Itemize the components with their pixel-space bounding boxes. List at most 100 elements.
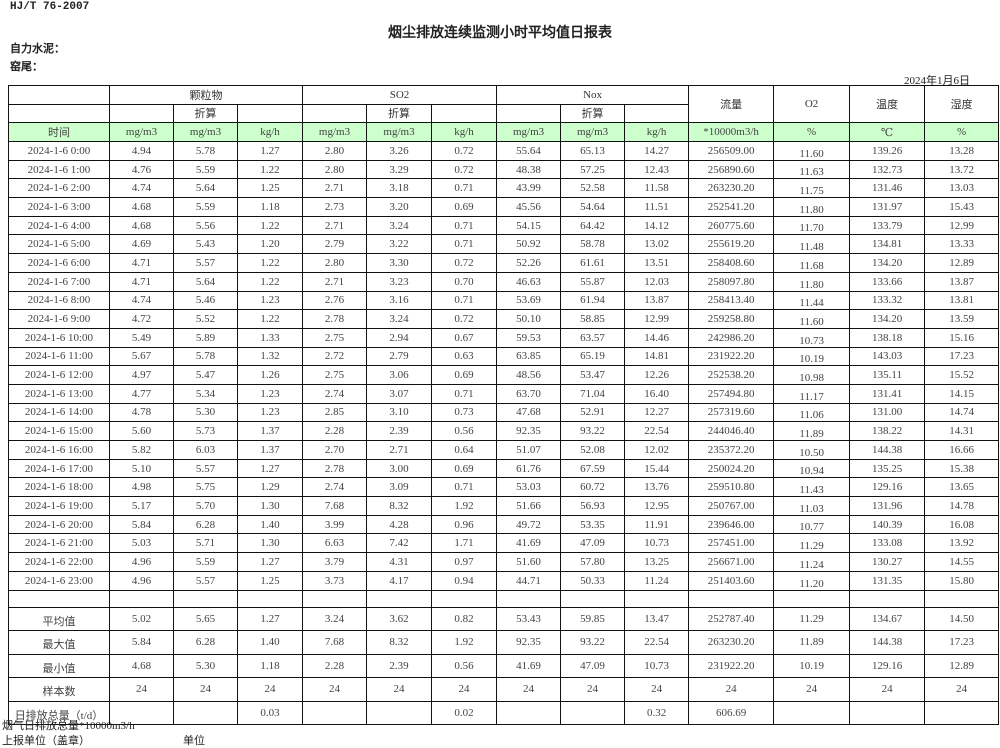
value-cell: 2.28 [302, 653, 368, 678]
value-cell: 4.94 [109, 141, 174, 161]
value-cell: 2.80 [302, 141, 368, 161]
value-cell: 255619.20 [688, 234, 775, 255]
value-cell: 71.04 [560, 383, 626, 404]
header-o2: O2 [773, 85, 851, 123]
value-cell: 5.89 [173, 327, 238, 348]
value-cell: 3.62 [366, 606, 433, 631]
value-cell: 57.80 [560, 552, 626, 572]
value-cell: 250767.00 [688, 496, 775, 516]
value-cell: 11.06 [773, 402, 851, 423]
value-cell: 2.72 [302, 346, 368, 367]
time-cell: 2024-1-6 16:00 [8, 440, 110, 460]
summary-label [8, 589, 110, 608]
value-cell: 10.73 [624, 653, 690, 678]
value-cell: 56.93 [560, 496, 626, 516]
value-cell: 8.32 [366, 496, 433, 516]
value-cell: 11.63 [773, 159, 851, 180]
value-cell: 258097.80 [688, 271, 775, 292]
value-cell: 5.59 [173, 552, 238, 572]
value-cell: 5.78 [173, 346, 238, 367]
value-cell: 1.23 [236, 402, 304, 423]
header-unit: kg/h [236, 122, 304, 142]
header-cell [496, 103, 562, 123]
value-cell: 5.65 [173, 606, 238, 631]
value-cell: 63.70 [496, 383, 562, 404]
time-cell: 2024-1-6 17:00 [8, 458, 110, 479]
value-cell: 48.56 [496, 365, 562, 385]
summary-row: 日排放总量（t/d） 0.03 0.02 0.32 606.69 [8, 700, 1000, 725]
value-cell [302, 700, 368, 725]
value-cell: 4.68 [109, 197, 174, 217]
header-unit: mg/m3 [109, 122, 174, 142]
value-cell: 1.20 [236, 234, 304, 255]
value-cell: 139.26 [849, 141, 926, 161]
value-cell: 1.22 [236, 215, 304, 236]
value-cell: 0.73 [431, 402, 498, 423]
value-cell: 12.03 [624, 271, 690, 292]
summary-label: 平均值 [8, 606, 110, 631]
value-cell: 24 [496, 677, 562, 702]
value-cell: 131.96 [849, 496, 926, 516]
value-cell: 251403.60 [688, 570, 775, 591]
value-cell: 3.99 [302, 514, 368, 535]
value-cell: 50.10 [496, 309, 562, 329]
time-cell: 2024-1-6 3:00 [8, 197, 110, 217]
table-row: 2024-1-6 13:00 4.77 5.34 1.23 2.74 3.07 0.71 63… [8, 383, 1000, 404]
value-cell: 5.46 [173, 290, 238, 311]
value-cell: 10.77 [773, 514, 851, 535]
value-cell: 1.92 [431, 630, 498, 655]
value-cell: 1.27 [236, 606, 304, 631]
value-cell: 61.76 [496, 458, 562, 479]
value-cell: 3.00 [366, 458, 433, 479]
table-row: 2024-1-6 1:00 4.76 5.59 1.22 2.80 3.29 0.72 48.… [8, 159, 1000, 180]
value-cell: 61.61 [560, 253, 626, 273]
value-cell: 47.68 [496, 402, 562, 423]
value-cell: 6.03 [173, 440, 238, 460]
value-cell: 64.42 [560, 215, 626, 236]
value-cell: 15.43 [924, 197, 1000, 217]
value-cell: 63.57 [560, 327, 626, 348]
value-cell: 2.78 [302, 458, 368, 479]
standard-code: HJ/T 76-2007 [10, 1, 90, 13]
value-cell: 1.37 [236, 421, 304, 441]
value-cell: 2.71 [366, 440, 433, 460]
value-cell: 5.10 [109, 458, 174, 479]
value-cell: 135.25 [849, 458, 926, 479]
header-temperature: 温度 [849, 85, 926, 123]
value-cell: 4.17 [366, 570, 433, 591]
value-cell: 242986.20 [688, 327, 775, 348]
value-cell: 5.59 [173, 197, 238, 217]
value-cell: 1.40 [236, 514, 304, 535]
value-cell: 5.56 [173, 215, 238, 236]
value-cell: 13.59 [924, 309, 1000, 329]
value-cell: 61.94 [560, 290, 626, 311]
value-cell [236, 589, 304, 608]
value-cell: 4.68 [109, 653, 174, 678]
summary-row: 平均值 5.02 5.65 1.27 3.24 3.62 0.82 53.43 59.85 13.… [8, 606, 1000, 631]
value-cell: 2.70 [302, 440, 368, 460]
header-unit: % [924, 122, 1000, 142]
value-cell: 5.17 [109, 496, 174, 516]
value-cell: 14.74 [924, 402, 1000, 423]
header-unit: *10000m3/h [688, 122, 775, 142]
value-cell: 51.66 [496, 496, 562, 516]
value-cell: 52.26 [496, 253, 562, 273]
value-cell: 57.25 [560, 159, 626, 180]
value-cell: 0.56 [431, 653, 498, 678]
value-cell: 24 [924, 677, 1000, 702]
value-cell: 239646.00 [688, 514, 775, 535]
value-cell: 7.42 [366, 533, 433, 554]
value-cell: 63.85 [496, 346, 562, 367]
value-cell: 12.99 [624, 309, 690, 329]
value-cell: 143.03 [849, 346, 926, 367]
value-cell: 144.38 [849, 440, 926, 460]
value-cell: 263230.20 [688, 178, 775, 199]
value-cell: 52.08 [560, 440, 626, 460]
table-row: 2024-1-6 23:00 4.96 5.57 1.25 3.73 4.17 0.94 44… [8, 570, 1000, 591]
value-cell: 133.32 [849, 290, 926, 311]
value-cell: 12.27 [624, 402, 690, 423]
value-cell: 1.25 [236, 178, 304, 199]
value-cell [560, 700, 626, 725]
value-cell: 0.71 [431, 215, 498, 236]
header-converted-so2: 折算 [366, 103, 433, 123]
